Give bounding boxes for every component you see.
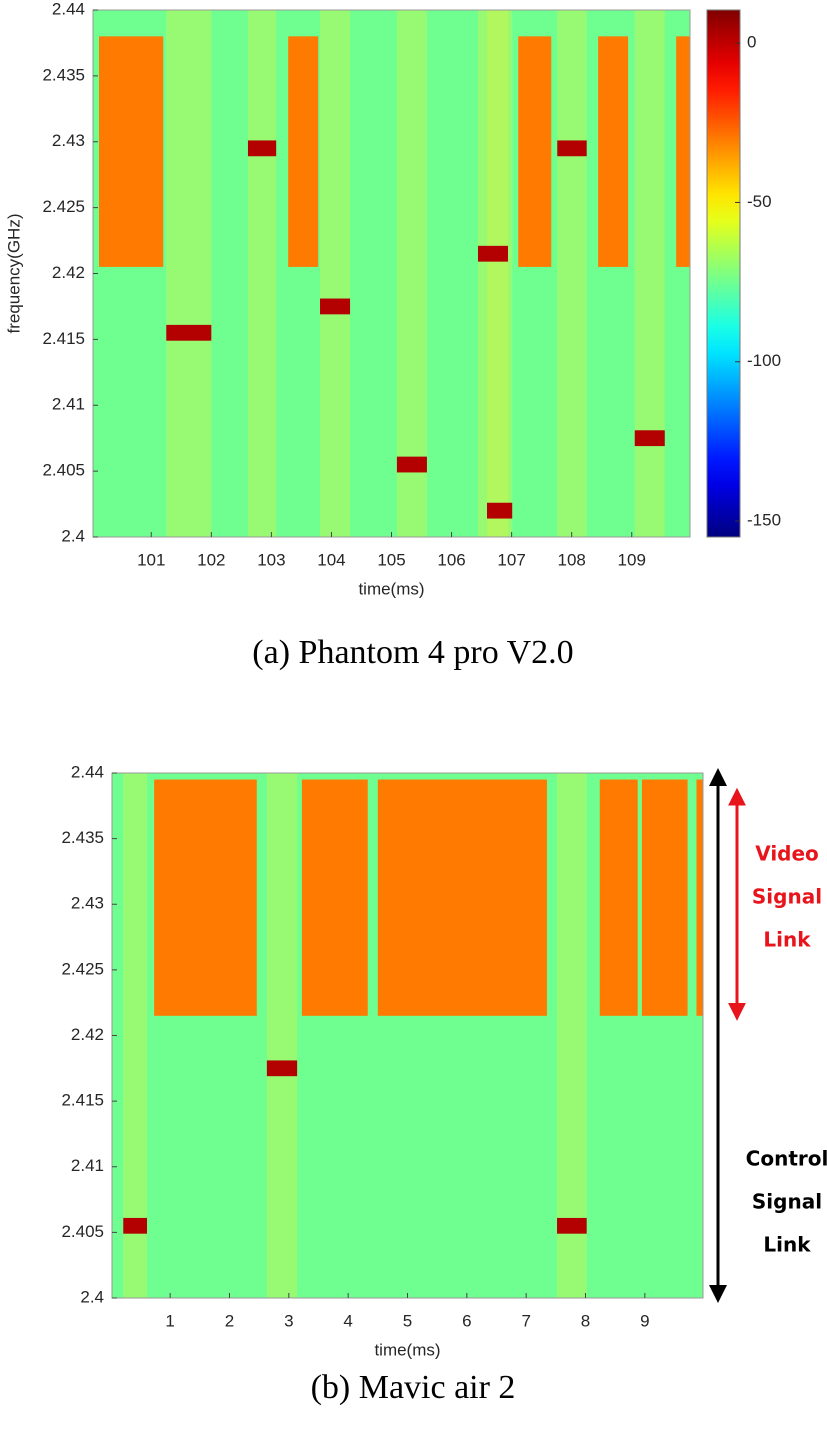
signal-region bbox=[288, 36, 319, 267]
signal-region bbox=[99, 36, 164, 267]
y-axis-label: frequency(GHz) bbox=[4, 214, 23, 334]
x-tick-label: 2 bbox=[225, 1311, 234, 1330]
x-tick-label: 1 bbox=[165, 1311, 174, 1330]
x-tick-label: 105 bbox=[377, 550, 405, 569]
x-tick-label: 102 bbox=[197, 550, 225, 569]
signal-region bbox=[486, 502, 513, 519]
signal-region bbox=[301, 779, 368, 1016]
hop-halo bbox=[634, 10, 665, 537]
hop-halo bbox=[557, 773, 587, 1298]
y-tick-label: 2.425 bbox=[42, 197, 85, 216]
x-axis-label: time(ms) bbox=[374, 1340, 440, 1359]
y-tick-label: 2.42 bbox=[71, 1025, 104, 1044]
signal-region bbox=[676, 36, 690, 267]
y-tick-label: 2.405 bbox=[61, 1222, 104, 1241]
y-tick-label: 2.43 bbox=[52, 131, 85, 150]
y-tick-label: 2.44 bbox=[52, 0, 85, 18]
x-tick-label: 109 bbox=[618, 550, 646, 569]
signal-region bbox=[557, 1217, 587, 1234]
signal-region bbox=[696, 779, 703, 1016]
hop-halo bbox=[477, 10, 509, 537]
hop-halo bbox=[557, 10, 587, 537]
signal-region bbox=[477, 245, 509, 262]
signal-region bbox=[557, 140, 587, 157]
y-tick-label: 2.4 bbox=[80, 1287, 104, 1306]
x-tick-label: 7 bbox=[521, 1311, 530, 1330]
y-tick-label: 2.43 bbox=[71, 894, 104, 913]
background-level bbox=[93, 10, 690, 537]
x-tick-label: 104 bbox=[317, 550, 345, 569]
annotation-text: Signal bbox=[752, 885, 822, 909]
signal-region bbox=[518, 36, 552, 267]
signal-region bbox=[634, 430, 665, 447]
annotation-text: Video bbox=[755, 842, 819, 866]
y-tick-label: 2.41 bbox=[52, 395, 85, 414]
y-tick-label: 2.41 bbox=[71, 1156, 104, 1175]
x-tick-label: 101 bbox=[137, 550, 165, 569]
x-tick-label: 9 bbox=[640, 1311, 649, 1330]
x-tick-label: 103 bbox=[257, 550, 285, 569]
signal-region bbox=[166, 324, 212, 341]
signal-region bbox=[377, 779, 547, 1016]
signal-region bbox=[123, 1217, 148, 1234]
x-tick-label: 107 bbox=[497, 550, 525, 569]
colorbar-tick-label: -100 bbox=[747, 351, 781, 370]
hop-halo bbox=[166, 10, 212, 537]
annotation-text: Control bbox=[746, 1147, 827, 1171]
hop-halo bbox=[320, 10, 351, 537]
colorbar-tick-label: -50 bbox=[747, 192, 772, 211]
signal-region bbox=[320, 298, 351, 315]
y-tick-label: 2.4 bbox=[61, 526, 85, 545]
signal-region bbox=[154, 779, 257, 1016]
annotation-text: Link bbox=[763, 1233, 811, 1257]
y-tick-label: 2.415 bbox=[61, 1091, 104, 1110]
y-tick-label: 2.44 bbox=[71, 762, 104, 781]
x-tick-label: 8 bbox=[581, 1311, 590, 1330]
x-tick-label: 5 bbox=[403, 1311, 412, 1330]
x-tick-label: 108 bbox=[557, 550, 585, 569]
hop-halo bbox=[123, 773, 148, 1298]
signal-region bbox=[598, 36, 629, 267]
x-tick-label: 3 bbox=[284, 1311, 293, 1330]
y-tick-label: 2.435 bbox=[42, 65, 85, 84]
hop-halo bbox=[486, 10, 513, 537]
colorbar bbox=[706, 9, 741, 538]
y-tick-label: 2.42 bbox=[52, 263, 85, 282]
caption: (b) Mavic air 2 bbox=[311, 1369, 516, 1406]
colorbar-tick-label: 0 bbox=[747, 33, 756, 52]
annotation-text: Signal bbox=[752, 1190, 822, 1214]
plot-area bbox=[93, 10, 690, 537]
y-tick-label: 2.435 bbox=[61, 828, 104, 847]
signal-region bbox=[396, 456, 427, 473]
hop-halo bbox=[396, 10, 427, 537]
signal-region bbox=[247, 140, 277, 157]
hop-halo bbox=[247, 10, 277, 537]
signal-region bbox=[641, 779, 688, 1016]
y-tick-label: 2.425 bbox=[61, 959, 104, 978]
signal-region bbox=[599, 779, 638, 1016]
y-tick-label: 2.415 bbox=[42, 329, 85, 348]
y-tick-label: 2.405 bbox=[42, 461, 85, 480]
hop-halo bbox=[266, 773, 298, 1298]
x-tick-label: 6 bbox=[462, 1311, 471, 1330]
annotation-text: Link bbox=[763, 928, 811, 952]
x-tick-label: 4 bbox=[343, 1311, 352, 1330]
x-axis-label: time(ms) bbox=[358, 579, 424, 598]
signal-region bbox=[266, 1060, 298, 1077]
colorbar-tick-label: -150 bbox=[747, 511, 781, 530]
x-tick-label: 106 bbox=[437, 550, 465, 569]
plot-area bbox=[112, 773, 703, 1298]
caption: (a) Phantom 4 pro V2.0 bbox=[252, 634, 573, 671]
